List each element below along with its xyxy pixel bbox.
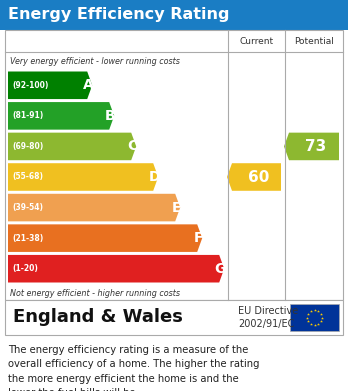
Polygon shape [8,102,114,130]
Polygon shape [284,133,339,160]
Text: 60: 60 [248,170,269,185]
Text: F: F [193,231,203,245]
Text: D: D [149,170,160,184]
Text: (1-20): (1-20) [12,264,38,273]
Text: Potential: Potential [294,38,334,47]
Text: Not energy efficient - higher running costs: Not energy efficient - higher running co… [10,289,180,298]
Text: C: C [127,140,137,153]
Text: Very energy efficient - lower running costs: Very energy efficient - lower running co… [10,57,180,66]
Text: (21-38): (21-38) [12,234,43,243]
Text: (92-100): (92-100) [12,81,48,90]
Polygon shape [227,163,281,191]
Polygon shape [8,133,136,160]
Text: 73: 73 [306,139,327,154]
Text: B: B [105,109,116,123]
Bar [290,304,339,331]
Text: G: G [214,262,226,276]
Polygon shape [8,224,202,252]
Text: A: A [83,78,94,92]
Text: Energy Efficiency Rating: Energy Efficiency Rating [8,7,229,23]
Text: England & Wales: England & Wales [13,308,183,326]
Text: (39-54): (39-54) [12,203,43,212]
Text: The energy efficiency rating is a measure of the
overall efficiency of a home. T: The energy efficiency rating is a measur… [8,345,260,391]
Polygon shape [8,163,158,191]
Polygon shape [8,194,180,221]
Bar [0,0,348,30]
Text: (55-68): (55-68) [12,172,43,181]
Polygon shape [8,72,92,99]
Polygon shape [8,255,224,283]
Text: EU Directive
2002/91/EC: EU Directive 2002/91/EC [238,305,298,330]
Text: (69-80): (69-80) [12,142,43,151]
Bar [5,300,343,335]
Text: Current: Current [239,38,274,47]
Text: (81-91): (81-91) [12,111,43,120]
Bar [5,30,343,300]
Text: E: E [172,201,181,215]
